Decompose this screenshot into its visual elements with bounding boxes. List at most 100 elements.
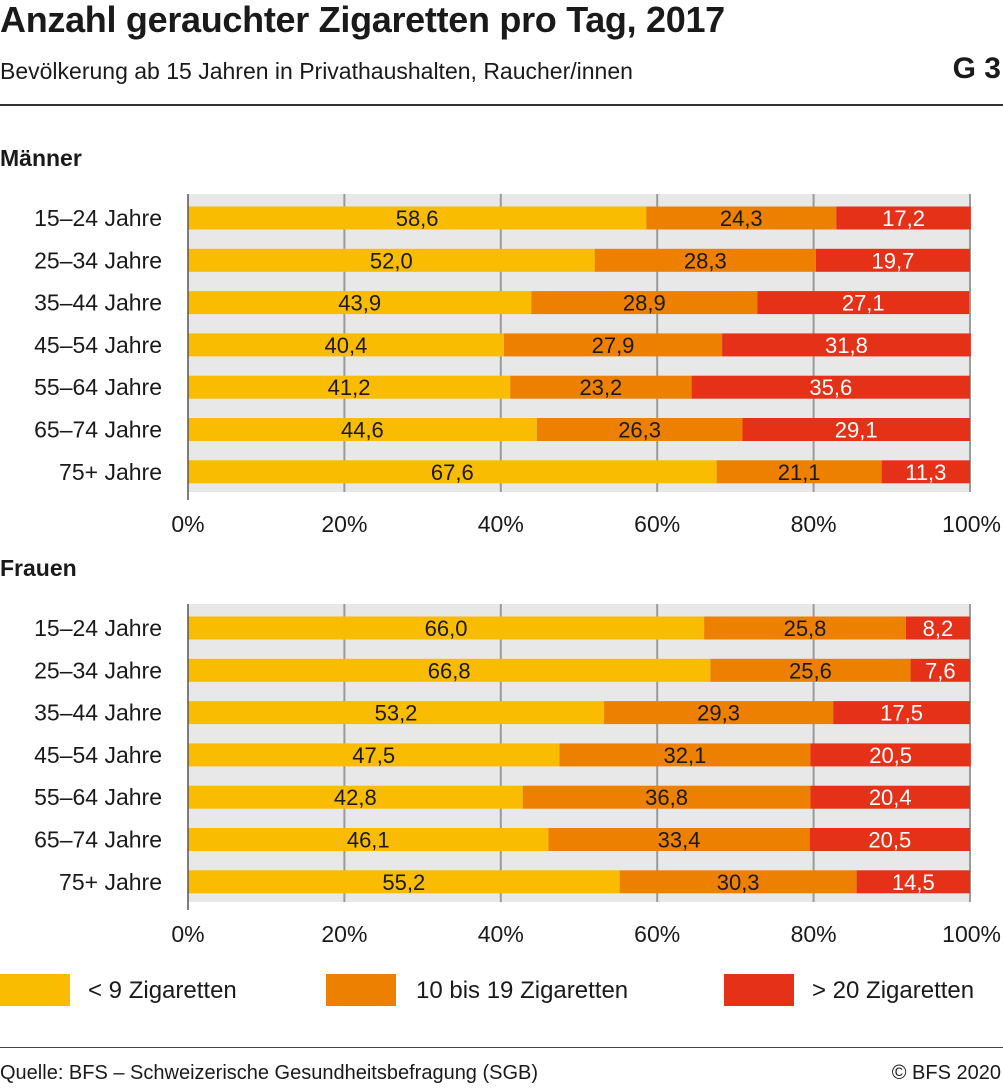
bar-women-5-20-zigaretten [809,828,970,851]
tick-label-men-0: 0% [171,511,204,537]
bar-women-4-10-bis-19-zigaretten [522,785,811,809]
tick-label-women-3: 60% [634,921,680,947]
value-label-women-1-2: 7,6 [925,658,956,683]
chart-title: Anzahl gerauchter Zigaretten pro Tag, 20… [0,0,725,40]
category-label-men-5: 65–74 Jahre [34,417,162,443]
legend: < 9 Zigaretten 10 bis 19 Zigaretten > 20… [0,972,1003,1008]
value-label-women-5-1: 33,4 [658,828,701,853]
value-label-men-2-1: 28,9 [623,291,666,316]
value-label-women-5-0: 46,1 [347,828,390,853]
panel-title-men: Männer [0,145,82,171]
value-label-men-4-1: 23,2 [579,375,622,400]
value-label-women-2-2: 17,5 [880,701,923,726]
value-label-men-5-0: 44,6 [341,418,384,443]
value-label-men-1-0: 52,0 [370,248,413,273]
value-label-women-4-0: 42,8 [334,785,377,810]
value-label-women-6-1: 30,3 [717,870,760,895]
bar-men-6-10-bis-19-zigaretten [716,460,882,484]
category-label-men-3: 45–54 Jahre [34,332,162,358]
bar-women-6-10-bis-19-zigaretten [619,870,857,894]
graphic-number: G 3 [952,52,1001,85]
value-label-men-2-0: 43,9 [338,291,381,316]
value-label-women-5-2: 20,5 [868,828,911,853]
bar-men-5-10-bis-19-zigaretten [536,418,743,441]
legend-swatch-lt9 [0,974,70,1006]
value-label-men-2-2: 27,1 [842,291,885,316]
legend-label-lt9: < 9 Zigaretten [88,977,237,1004]
tick-label-women-4: 80% [791,921,837,947]
legend-swatch-gt20 [724,974,794,1006]
chart-subtitle: Bevölkerung ab 15 Jahren in Privathausha… [0,58,633,84]
panel-title-women: Frauen [0,555,77,581]
value-label-women-2-0: 53,2 [375,701,418,726]
value-label-women-2-1: 29,3 [697,701,740,726]
value-label-women-6-0: 55,2 [382,870,425,895]
category-label-men-1: 25–34 Jahre [34,247,162,273]
value-label-women-0-0: 66,0 [425,616,468,641]
value-label-women-1-0: 66,8 [428,658,471,683]
bar-men-2-10-bis-19-zigaretten [531,291,758,315]
category-label-men-6: 75+ Jahre [59,459,162,485]
legend-swatch-10-19 [326,974,396,1006]
bar-women-4-20-zigaretten [810,785,970,809]
source-note: Quelle: BFS – Schweizerische Gesundheits… [0,1062,539,1084]
value-label-men-6-2: 11,3 [905,460,946,485]
tick-label-women-0: 0% [171,921,204,947]
category-label-men-4: 55–64 Jahre [34,374,162,400]
bar-women-5-9-zigaretten [188,828,549,851]
value-label-men-3-0: 40,4 [325,333,368,358]
value-label-men-3-1: 27,9 [592,333,635,358]
bar-men-2-20-zigaretten [757,291,970,315]
bar-women-6-9-zigaretten [188,870,620,894]
value-label-men-5-1: 26,3 [618,418,661,443]
bar-women-4-9-zigaretten [188,785,523,809]
bar-men-4-9-zigaretten [188,375,511,399]
value-label-men-0-1: 24,3 [720,206,763,231]
legend-label-10-19: 10 bis 19 Zigaretten [416,977,629,1004]
tick-label-men-3: 60% [634,511,680,537]
bar-men-6-9-zigaretten [188,460,717,484]
bar-men-4-20-zigaretten [691,375,970,399]
bar-men-5-20-zigaretten [742,418,970,441]
bar-men-2-9-zigaretten [188,291,532,315]
bar-women-0-20-zigaretten [905,616,970,640]
bar-women-6-20-zigaretten [856,870,970,894]
category-label-women-1: 25–34 Jahre [34,657,162,683]
bar-men-0-9-zigaretten [188,206,647,230]
tick-label-men-1: 20% [321,511,367,537]
value-label-men-4-0: 41,2 [328,375,371,400]
category-label-women-5: 65–74 Jahre [34,827,162,853]
tick-label-women-5: 100% [942,921,1001,947]
footer-divider [0,1047,1003,1048]
bar-women-5-10-bis-19-zigaretten [548,828,810,851]
bar-women-2-10-bis-19-zigaretten [604,701,834,725]
bar-men-0-10-bis-19-zigaretten [646,206,837,230]
bar-women-2-20-zigaretten [833,701,970,725]
bar-men-6-20-zigaretten [881,460,970,484]
header-divider [0,104,1003,106]
value-label-men-5-2: 29,1 [835,418,878,443]
value-label-women-4-1: 36,8 [645,785,688,810]
value-label-men-6-1: 21,1 [778,460,821,485]
category-label-women-6: 75+ Jahre [59,869,162,895]
category-label-women-4: 55–64 Jahre [34,784,162,810]
copyright-note: © BFS 2020 [891,1062,1001,1084]
value-label-women-6-2: 14,5 [892,870,935,895]
bar-men-0-20-zigaretten [836,206,971,230]
value-label-men-0-0: 58,6 [396,206,439,231]
value-label-men-6-0: 67,6 [431,460,474,485]
value-label-men-4-2: 35,6 [809,375,852,400]
bar-men-5-9-zigaretten [188,418,537,441]
bar-men-4-10-bis-19-zigaretten [510,375,692,399]
tick-label-men-4: 80% [791,511,837,537]
value-label-women-3-2: 20,5 [869,743,912,768]
category-label-men-2: 35–44 Jahre [34,290,162,316]
tick-label-women-2: 40% [478,921,524,947]
chart-men: Männer 15–24 Jahre 58,6 24,3 17,2 25–34 Jahre… [0,145,1001,537]
tick-label-men-2: 40% [478,511,524,537]
tick-label-men-5: 100% [942,511,1001,537]
value-label-men-1-2: 19,7 [872,248,915,273]
bar-men-1-10-bis-19-zigaretten [594,248,816,272]
chart-women: Frauen 15–24 Jahre 66,0 25,8 8,2 25–34 Jahre 6… [0,555,1001,947]
value-label-men-0-2: 17,2 [882,206,925,231]
